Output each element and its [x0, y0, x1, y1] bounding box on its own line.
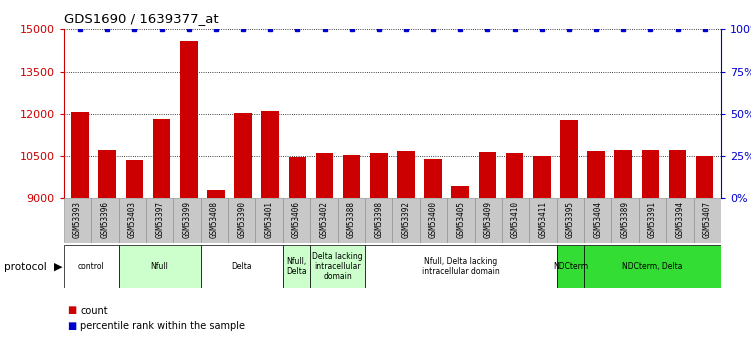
Text: GSM53402: GSM53402	[319, 201, 328, 238]
Text: GSM53408: GSM53408	[210, 201, 219, 238]
Bar	[288, 157, 306, 345]
Text: Nfull: Nfull	[151, 262, 169, 271]
Bar	[338, 198, 365, 243]
Text: Nfull, Delta lacking
intracellular domain: Nfull, Delta lacking intracellular domai…	[422, 257, 499, 276]
Bar	[611, 198, 639, 243]
Text: GSM53396: GSM53396	[101, 201, 110, 238]
Bar	[201, 245, 283, 288]
Bar	[502, 198, 529, 243]
Text: GSM53397: GSM53397	[155, 201, 164, 238]
Text: GSM53401: GSM53401	[264, 201, 273, 238]
Text: GSM53406: GSM53406	[292, 201, 301, 238]
Bar	[584, 245, 721, 288]
Bar	[119, 245, 201, 288]
Text: GSM53404: GSM53404	[593, 201, 602, 238]
Bar	[451, 186, 469, 345]
Bar	[173, 198, 201, 243]
Text: Nfull,
Delta: Nfull, Delta	[286, 257, 307, 276]
Bar	[641, 150, 659, 345]
Bar	[228, 198, 255, 243]
Bar	[668, 150, 686, 345]
Text: GSM53403: GSM53403	[128, 201, 137, 238]
Text: Delta lacking
intracellular
domain: Delta lacking intracellular domain	[312, 252, 363, 282]
Text: GDS1690 / 1639377_at: GDS1690 / 1639377_at	[64, 12, 219, 25]
Bar	[556, 245, 584, 288]
Bar	[207, 190, 225, 345]
Bar	[365, 245, 556, 288]
Bar	[180, 41, 198, 345]
Text: GSM53391: GSM53391	[648, 201, 657, 238]
Bar	[64, 245, 119, 288]
Text: GSM53405: GSM53405	[457, 201, 466, 238]
Text: GSM53411: GSM53411	[538, 201, 547, 238]
Text: Delta: Delta	[231, 262, 252, 271]
Bar	[614, 150, 632, 345]
Bar	[125, 160, 143, 345]
Bar	[696, 156, 713, 345]
Bar	[119, 198, 146, 243]
Bar	[255, 198, 283, 243]
Bar	[666, 198, 694, 243]
Bar	[529, 198, 556, 243]
Bar	[201, 198, 228, 243]
Text: GSM53388: GSM53388	[347, 201, 356, 238]
Text: control: control	[78, 262, 104, 271]
Bar	[365, 198, 392, 243]
Text: GSM53395: GSM53395	[566, 201, 575, 238]
Text: GSM53392: GSM53392	[402, 201, 411, 238]
Bar	[98, 150, 116, 345]
Text: NDCterm, Delta: NDCterm, Delta	[623, 262, 683, 271]
Bar	[283, 245, 310, 288]
Text: ■: ■	[68, 321, 77, 331]
Text: GSM53393: GSM53393	[73, 201, 82, 238]
Bar	[505, 153, 523, 345]
Bar	[370, 153, 388, 345]
Text: NDCterm: NDCterm	[553, 262, 588, 271]
Text: ■: ■	[68, 306, 77, 315]
Bar	[146, 198, 173, 243]
Text: GSM53410: GSM53410	[511, 201, 520, 238]
Text: ▶: ▶	[54, 262, 62, 272]
Text: GSM53389: GSM53389	[620, 201, 629, 238]
Bar	[533, 156, 550, 345]
Text: protocol: protocol	[4, 262, 47, 272]
Bar	[397, 151, 415, 345]
Bar	[343, 155, 360, 345]
Text: GSM53399: GSM53399	[182, 201, 192, 238]
Bar	[71, 112, 89, 345]
Text: GSM53409: GSM53409	[484, 201, 493, 238]
Bar	[560, 120, 578, 345]
Bar	[447, 198, 475, 243]
Bar	[420, 198, 447, 243]
Bar	[475, 198, 502, 243]
Bar	[424, 159, 442, 345]
Bar	[694, 198, 721, 243]
Bar	[556, 198, 584, 243]
Bar	[310, 245, 365, 288]
Bar	[478, 152, 496, 345]
Bar	[310, 198, 338, 243]
Bar	[261, 111, 279, 345]
Bar	[91, 198, 119, 243]
Bar	[283, 198, 310, 243]
Text: percentile rank within the sample: percentile rank within the sample	[80, 321, 246, 331]
Text: GSM53398: GSM53398	[374, 201, 383, 238]
Text: count: count	[80, 306, 108, 315]
Bar	[584, 198, 611, 243]
Bar	[64, 198, 91, 243]
Bar	[152, 119, 170, 345]
Bar	[315, 153, 333, 345]
Text: GSM53394: GSM53394	[675, 201, 684, 238]
Text: GSM53400: GSM53400	[429, 201, 438, 238]
Text: GSM53407: GSM53407	[703, 201, 712, 238]
Bar	[587, 151, 605, 345]
Bar	[392, 198, 420, 243]
Bar	[234, 113, 252, 345]
Text: GSM53390: GSM53390	[237, 201, 246, 238]
Bar	[639, 198, 666, 243]
